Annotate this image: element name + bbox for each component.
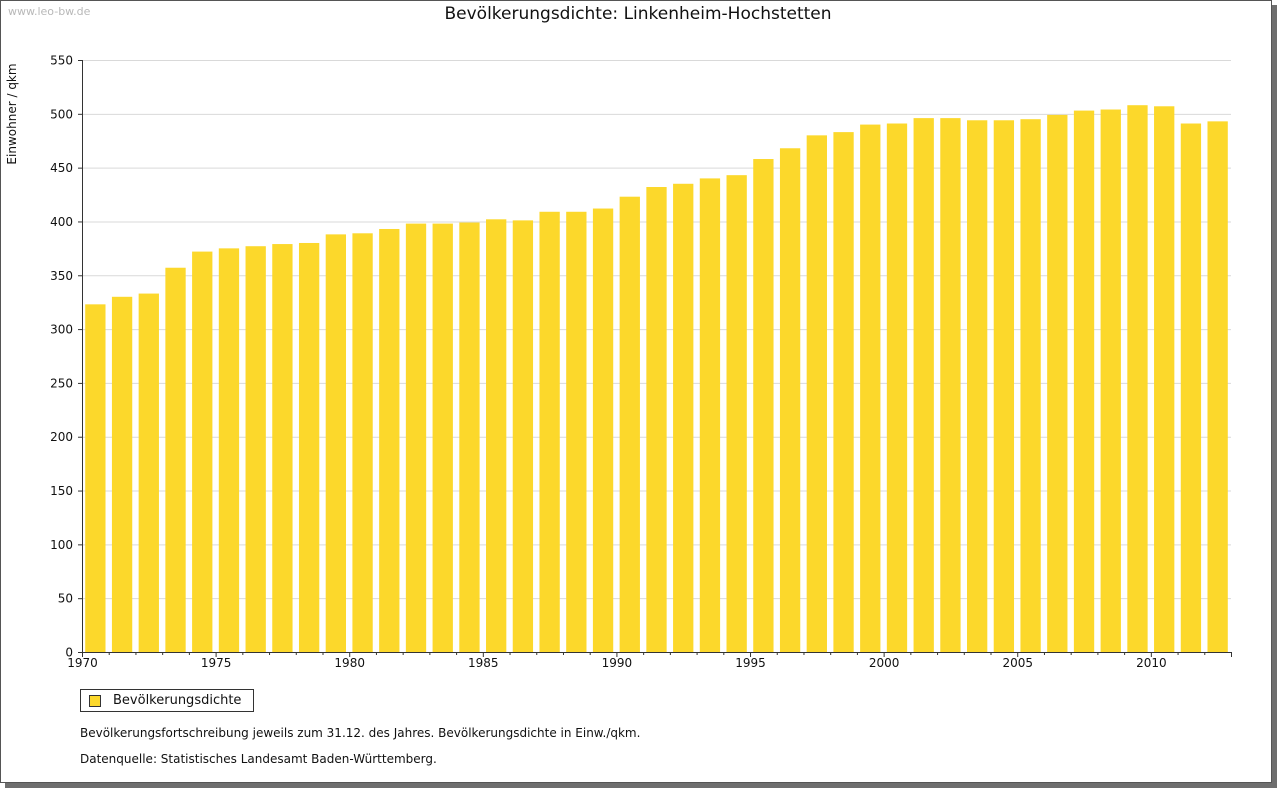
bar-1987 (539, 211, 560, 652)
axes: 0 50 100 150 200 250 300 350 400 450 500 550 1970 197… (50, 54, 1232, 670)
bar-1993 (699, 178, 721, 652)
bar-1972 (138, 293, 159, 652)
bar-1985 (486, 219, 507, 652)
bar-1982 (405, 223, 427, 652)
bar-1996 (779, 148, 801, 652)
y-tick-label: 550 (50, 54, 73, 68)
x-tick-label: 2000 (869, 656, 900, 670)
y-tick-label: 350 (50, 269, 73, 283)
bar-1976 (245, 246, 266, 652)
bar-1991 (646, 187, 667, 652)
bar-1973 (165, 267, 186, 652)
y-tick-label: 300 (50, 323, 73, 337)
bar-1981 (379, 228, 400, 653)
bar-2009 (1127, 105, 1148, 652)
bar-1971 (111, 296, 133, 652)
bar-1984 (459, 222, 480, 652)
bar-2000 (886, 123, 908, 653)
bar-2001 (913, 118, 934, 652)
bar-1990 (619, 196, 640, 652)
bar-1974 (192, 251, 213, 653)
bar-2008 (1100, 109, 1121, 653)
y-tick-label: 250 (50, 376, 73, 390)
bar-2003 (966, 120, 988, 652)
x-tick-label: 2005 (1002, 656, 1033, 670)
bar-1999 (860, 124, 881, 653)
bar-1997 (806, 135, 827, 652)
bar-2004 (993, 120, 1015, 652)
bar-2011 (1180, 123, 1202, 653)
x-tick-label: 1995 (735, 656, 766, 670)
legend-swatch (89, 694, 101, 707)
y-tick-label: 100 (50, 538, 73, 552)
bar-1998 (833, 132, 854, 653)
bar-1979 (325, 234, 347, 652)
footnote-source: Datenquelle: Statistisches Landesamt Bad… (80, 752, 437, 766)
y-tick-label: 500 (50, 107, 73, 121)
bar-1975 (218, 248, 240, 652)
bar-1989 (592, 208, 614, 652)
bar-1983 (432, 223, 453, 652)
y-tick-label: 50 (58, 592, 73, 606)
y-tick-label: 450 (50, 161, 73, 175)
x-tick-label: 2010 (1136, 656, 1167, 670)
bar-1977 (272, 244, 293, 653)
x-tick-label: 1990 (602, 656, 633, 670)
chart-plot: 0 50 100 150 200 250 300 350 400 450 500 550 1970 197… (5, 54, 1232, 670)
x-tick-label: 1970 (67, 656, 98, 670)
bar-2005 (1020, 119, 1041, 652)
bar-1992 (673, 183, 694, 653)
bar-1978 (298, 242, 320, 652)
bar-2010 (1154, 106, 1175, 653)
x-tick-label: 1975 (201, 656, 232, 670)
footnote-description: Bevölkerungsfortschreibung jeweils zum 3… (80, 726, 641, 740)
chart-title: Bevölkerungsdichte: Linkenheim-Hochstett… (444, 4, 832, 24)
y-tick-label: 200 (50, 430, 73, 444)
y-tick-label: 150 (50, 484, 73, 498)
legend: Bevölkerungsdichte (80, 689, 255, 712)
bar-1980 (352, 233, 373, 652)
y-axis-label: Einwohner / qkm (5, 63, 19, 164)
bar-1995 (753, 159, 774, 652)
bar-1988 (566, 211, 587, 652)
legend-label: Bevölkerungsdichte (113, 693, 242, 708)
bar-1986 (512, 220, 534, 653)
bar-1994 (726, 175, 747, 653)
x-tick-label: 1980 (334, 656, 365, 670)
x-tick-label: 1985 (468, 656, 499, 670)
bar-1970 (85, 304, 106, 652)
bars (85, 105, 1228, 653)
y-tick-label: 0 (65, 646, 73, 660)
bar-2012 (1207, 121, 1228, 653)
bar-2002 (940, 118, 961, 652)
bar-2006 (1047, 114, 1068, 653)
y-tick-label: 400 (50, 215, 73, 229)
watermark: www.leo-bw.de (8, 5, 91, 18)
bar-2007 (1073, 110, 1095, 652)
